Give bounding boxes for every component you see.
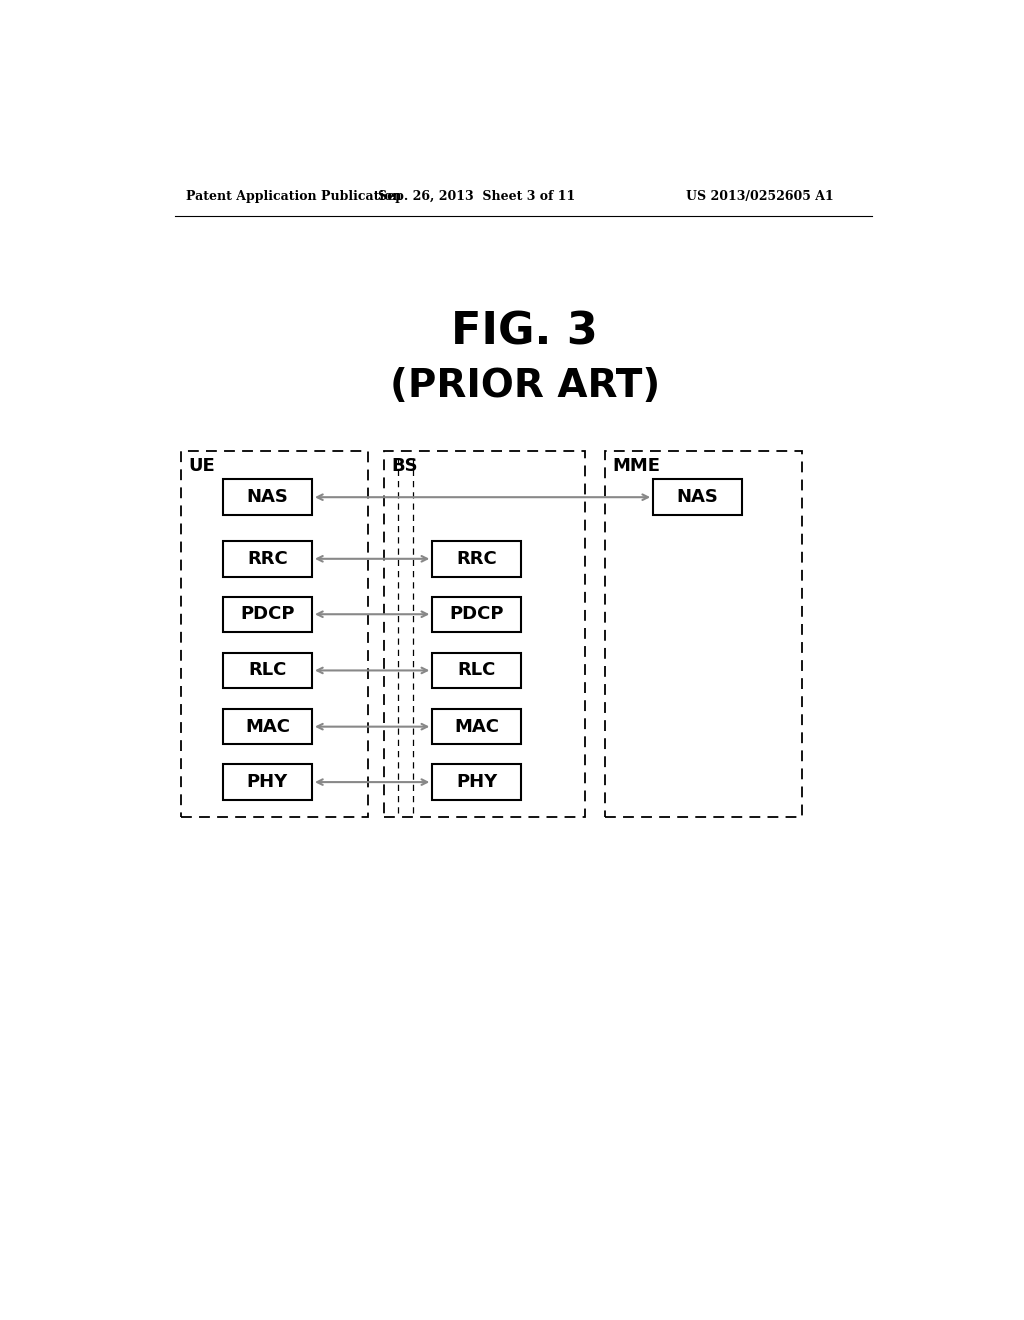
Text: MME: MME bbox=[612, 457, 660, 475]
Text: Sep. 26, 2013  Sheet 3 of 11: Sep. 26, 2013 Sheet 3 of 11 bbox=[378, 190, 575, 203]
Bar bbox=[653, 479, 742, 515]
Bar bbox=[432, 709, 521, 744]
Text: NAS: NAS bbox=[247, 488, 289, 506]
Text: RRC: RRC bbox=[247, 550, 288, 568]
Text: RRC: RRC bbox=[457, 550, 497, 568]
Text: RLC: RLC bbox=[248, 661, 287, 680]
Text: FIG. 3: FIG. 3 bbox=[452, 310, 598, 354]
Bar bbox=[180, 451, 369, 817]
Text: MAC: MAC bbox=[245, 718, 290, 735]
Bar bbox=[432, 597, 521, 632]
Bar bbox=[223, 597, 312, 632]
Bar bbox=[384, 451, 586, 817]
Text: US 2013/0252605 A1: US 2013/0252605 A1 bbox=[686, 190, 834, 203]
Text: PDCP: PDCP bbox=[241, 606, 295, 623]
Bar bbox=[223, 653, 312, 688]
Text: PDCP: PDCP bbox=[450, 606, 504, 623]
Bar bbox=[223, 479, 312, 515]
Bar bbox=[604, 451, 802, 817]
Text: BS: BS bbox=[391, 457, 418, 475]
Bar bbox=[432, 541, 521, 577]
Text: RLC: RLC bbox=[458, 661, 496, 680]
Bar bbox=[432, 764, 521, 800]
Text: PHY: PHY bbox=[247, 774, 288, 791]
Text: NAS: NAS bbox=[677, 488, 719, 506]
Bar bbox=[223, 541, 312, 577]
Text: (PRIOR ART): (PRIOR ART) bbox=[390, 367, 659, 404]
Bar bbox=[223, 709, 312, 744]
Text: UE: UE bbox=[188, 457, 215, 475]
Text: PHY: PHY bbox=[456, 774, 498, 791]
Bar bbox=[432, 653, 521, 688]
Text: MAC: MAC bbox=[455, 718, 500, 735]
Text: Patent Application Publication: Patent Application Publication bbox=[186, 190, 401, 203]
Bar bbox=[223, 764, 312, 800]
